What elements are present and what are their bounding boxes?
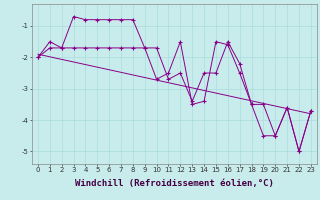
X-axis label: Windchill (Refroidissement éolien,°C): Windchill (Refroidissement éolien,°C) <box>75 179 274 188</box>
